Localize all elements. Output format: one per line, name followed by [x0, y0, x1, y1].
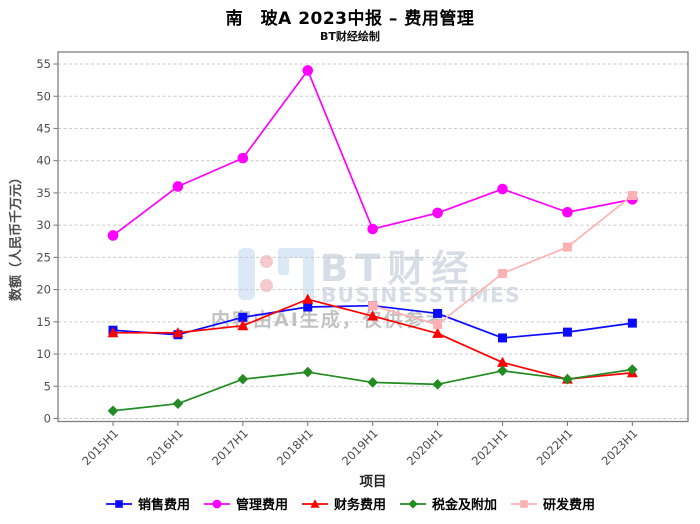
- data-point-marker: [302, 65, 314, 76]
- legend-label: 研发费用: [543, 498, 596, 513]
- x-tick-label: 2022H1: [534, 426, 576, 468]
- data-point-marker: [433, 308, 443, 318]
- legend-item: 销售费用: [105, 494, 190, 513]
- data-point-marker: [562, 206, 573, 218]
- square-marker-icon: [115, 499, 123, 508]
- legend-label: 销售费用: [137, 498, 190, 513]
- watermark-brand: BT财经: [320, 247, 476, 290]
- legend-item: 财务费用: [301, 494, 386, 513]
- plot-border: [57, 51, 689, 423]
- legend-item: 税金及附加: [399, 494, 497, 513]
- data-point-marker: [172, 181, 184, 192]
- y-tick-label: 30: [36, 218, 51, 232]
- data-point-marker: [302, 366, 314, 378]
- data-point-marker: [432, 327, 444, 338]
- x-tick-label: 2020H1: [404, 426, 446, 468]
- legend-swatch-icon: [400, 498, 426, 509]
- data-point-marker: [498, 333, 508, 343]
- diamond-marker-icon: [408, 498, 418, 509]
- data-point-marker: [432, 379, 443, 390]
- data-point-marker: [627, 364, 638, 375]
- bt-logo-dot: [260, 255, 273, 268]
- data-point-marker: [172, 327, 184, 338]
- data-point-marker: [107, 405, 119, 417]
- data-point-marker: [432, 207, 443, 219]
- x-tick-label: 2016H1: [144, 426, 186, 468]
- y-tick-label: 5: [44, 379, 51, 393]
- legend-swatch-icon: [301, 498, 328, 508]
- data-point-marker: [367, 310, 379, 321]
- legend-swatch-icon: [203, 499, 230, 508]
- y-tick-label: 10: [36, 347, 51, 361]
- series-line: [372, 194, 633, 326]
- data-point-marker: [368, 301, 378, 311]
- data-point-marker: [237, 152, 249, 164]
- legend-item: 管理费用: [203, 494, 288, 513]
- x-tick-label: 2019H1: [339, 426, 381, 468]
- y-tick-label: 45: [36, 121, 51, 135]
- legend-swatch-icon: [105, 499, 132, 508]
- y-axis-label: 数额（人民币千万元）: [9, 171, 24, 302]
- bt-logo-shape: [303, 248, 314, 300]
- bt-logo-shape: [278, 248, 314, 258]
- triangle-marker-icon: [310, 498, 320, 508]
- x-axis-label: 项目: [359, 474, 387, 490]
- data-point-marker: [497, 365, 508, 377]
- x-tick-label: 2021H1: [469, 426, 511, 468]
- data-point-marker: [302, 293, 314, 304]
- legend-swatch-icon: [511, 499, 538, 508]
- x-tick-label: 2017H1: [209, 426, 251, 468]
- data-point-marker: [238, 312, 248, 322]
- y-tick-label: 25: [36, 250, 51, 264]
- y-tick-label: 55: [36, 57, 51, 71]
- bt-logo-shape: [278, 248, 289, 275]
- legend-item: 研发费用: [510, 494, 595, 513]
- y-tick-label: 50: [36, 89, 51, 103]
- bt-logo-icon: [238, 246, 316, 302]
- y-tick-label: 35: [36, 186, 51, 200]
- legend-label: 管理费用: [235, 498, 288, 513]
- legend-label: 财务费用: [333, 498, 386, 513]
- bt-logo-bar: [238, 248, 255, 300]
- data-point-marker: [498, 268, 508, 278]
- legend: 销售费用 管理费用 财务费用 税金及附加 研发费用: [0, 494, 700, 513]
- data-point-marker: [433, 319, 443, 329]
- x-tick-label: 2018H1: [274, 426, 316, 468]
- chart-title: 南 玻A 2023中报 – 费用管理: [225, 9, 475, 29]
- square-marker-icon: [520, 499, 528, 508]
- data-point-marker: [107, 230, 119, 241]
- data-point-marker: [627, 318, 637, 328]
- data-point-marker: [367, 223, 378, 235]
- x-tick-label: 2015H1: [79, 426, 121, 468]
- data-point-marker: [562, 373, 573, 385]
- y-tick-label: 15: [36, 315, 51, 329]
- data-point-marker: [303, 302, 313, 312]
- y-tick-label: 0: [44, 412, 51, 426]
- circle-marker-icon: [212, 499, 222, 508]
- x-tick-label: 2023H1: [599, 426, 641, 468]
- legend-label: 税金及附加: [432, 498, 498, 513]
- data-point-marker: [237, 373, 249, 385]
- data-point-marker: [627, 191, 637, 201]
- data-point-marker: [497, 183, 508, 195]
- bt-logo-dot: [260, 279, 273, 292]
- data-point-marker: [237, 319, 249, 331]
- series-line: [112, 69, 633, 237]
- chart-subtitle: BT财经绘制: [320, 30, 380, 43]
- y-tick-label: 20: [36, 283, 51, 297]
- data-point-marker: [497, 356, 509, 367]
- data-point-marker: [562, 242, 572, 252]
- y-tick-label: 40: [36, 154, 51, 168]
- plot-area: 0 5 10 15 20 25 30 35 40 45 50 55 2015H1 2016H1 2017H1…: [36, 51, 689, 468]
- data-point-marker: [107, 327, 119, 338]
- data-point-marker: [562, 327, 572, 337]
- data-point-marker: [367, 377, 378, 388]
- data-point-marker: [172, 398, 184, 409]
